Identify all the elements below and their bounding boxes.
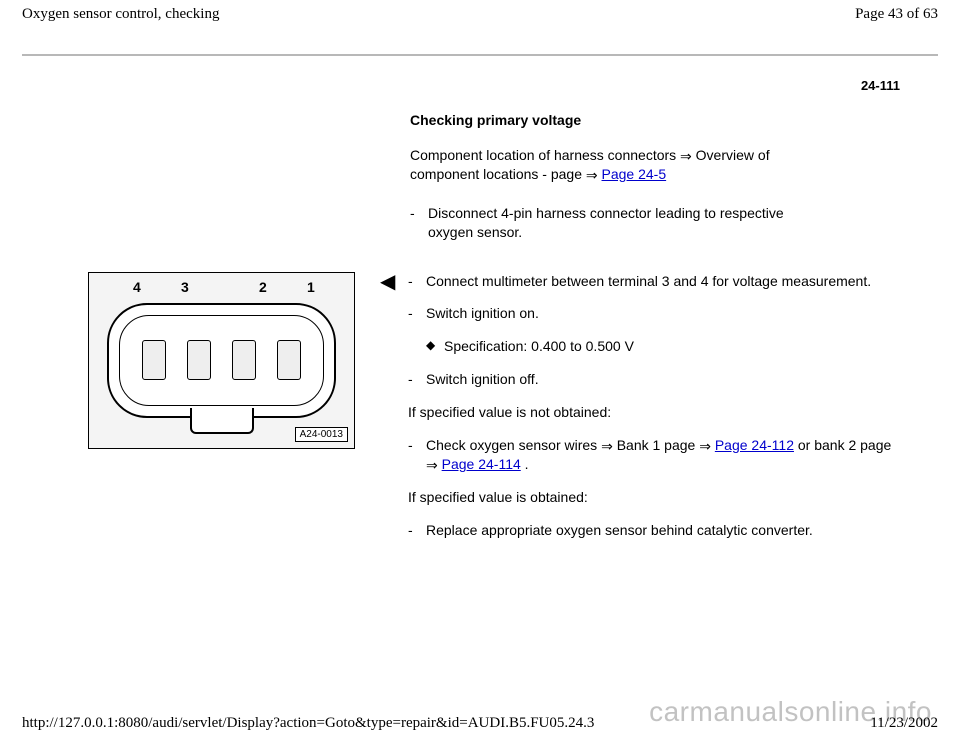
connector-tab [190, 408, 254, 434]
dash-bullet: - [408, 521, 426, 540]
arrow-icon: ⇒ [601, 437, 613, 456]
link-page-24-114[interactable]: Page 24-114 [442, 456, 521, 472]
pin-label-4: 4 [133, 279, 141, 295]
intro-text-1: Component location of harness connectors [410, 147, 680, 163]
d4-pre: Check oxygen sensor wires [426, 437, 601, 453]
intro-paragraph: Component location of harness connectors… [410, 146, 790, 184]
dash-item: - Connect multimeter between terminal 3 … [408, 272, 900, 291]
dash-text: Check oxygen sensor wires ⇒ Bank 1 page … [426, 436, 900, 474]
connector-inner [119, 315, 324, 406]
dash-bullet: - [408, 304, 426, 323]
page-root: Oxygen sensor control, checking Page 43 … [0, 0, 960, 742]
section-heading: Checking primary voltage [410, 112, 790, 128]
pin-label-3: 3 [181, 279, 189, 295]
dash-item: - Switch ignition off. [408, 370, 900, 389]
page-number-small: 24-111 [861, 78, 900, 93]
body-paragraph: If specified value is not obtained: [408, 403, 900, 422]
dash-bullet: - [408, 436, 426, 474]
figure-reference-label: A24-0013 [295, 427, 348, 442]
left-triangle-icon: ◀ [380, 272, 408, 292]
dash-text: Connect multimeter between terminal 3 an… [426, 272, 871, 291]
intro-block: Checking primary voltage Component locat… [410, 112, 790, 184]
link-page-24-112[interactable]: Page 24-112 [715, 437, 794, 453]
dash-bullet: - [408, 370, 426, 389]
body-paragraph: If specified value is obtained: [408, 488, 900, 507]
arrow-icon: ⇒ [586, 166, 598, 185]
intro-dash-list: - Disconnect 4-pin harness connector lea… [410, 204, 790, 242]
footer-date: 11/23/2002 [870, 715, 938, 732]
d4-mid1: Bank 1 page [617, 437, 700, 453]
dash-text: Replace appropriate oxygen sensor behind… [426, 521, 813, 540]
dash-bullet: - [408, 272, 426, 291]
arrow-icon: ⇒ [699, 437, 711, 456]
footer-url: http://127.0.0.1:8080/audi/servlet/Displ… [22, 715, 594, 732]
two-column-row: 4 3 2 1 [0, 272, 960, 554]
spec-text: Specification: 0.400 to 0.500 V [444, 337, 634, 356]
pin-icon [187, 340, 211, 380]
pin-icon [232, 340, 256, 380]
figure-column: 4 3 2 1 [0, 272, 380, 449]
spec-item: ◆ Specification: 0.400 to 0.500 V [426, 337, 900, 356]
d4-suffix: . [525, 456, 529, 472]
content-area: Checking primary voltage Component locat… [0, 112, 960, 554]
pin-icon [277, 340, 301, 380]
dash-item: - Disconnect 4-pin harness connector lea… [410, 204, 790, 242]
top-horizontal-rule [22, 54, 938, 56]
link-page-24-5[interactable]: Page 24-5 [602, 166, 667, 182]
arrow-icon: ⇒ [680, 147, 692, 166]
diamond-icon: ◆ [426, 337, 444, 356]
header-title: Oxygen sensor control, checking [22, 6, 219, 23]
text-column: - Connect multimeter between terminal 3 … [408, 272, 960, 554]
dash-bullet: - [410, 204, 428, 242]
d4-mid2: or bank 2 page [798, 437, 891, 453]
pin-label-2: 2 [259, 279, 267, 295]
dash-text: Switch ignition off. [426, 370, 539, 389]
arrow-icon: ⇒ [426, 456, 438, 475]
pin-icon [142, 340, 166, 380]
connector-body [107, 303, 336, 418]
dash-item: - Check oxygen sensor wires ⇒ Bank 1 pag… [408, 436, 900, 474]
dash-text: Disconnect 4-pin harness connector leadi… [428, 204, 790, 242]
dash-item: - Switch ignition on. [408, 304, 900, 323]
connector-pins [120, 340, 323, 380]
pin-label-1: 1 [307, 279, 315, 295]
dash-item: - Replace appropriate oxygen sensor behi… [408, 521, 900, 540]
connector-figure: 4 3 2 1 [88, 272, 355, 449]
dash-text: Switch ignition on. [426, 304, 539, 323]
header-page-indicator: Page 43 of 63 [855, 6, 938, 23]
